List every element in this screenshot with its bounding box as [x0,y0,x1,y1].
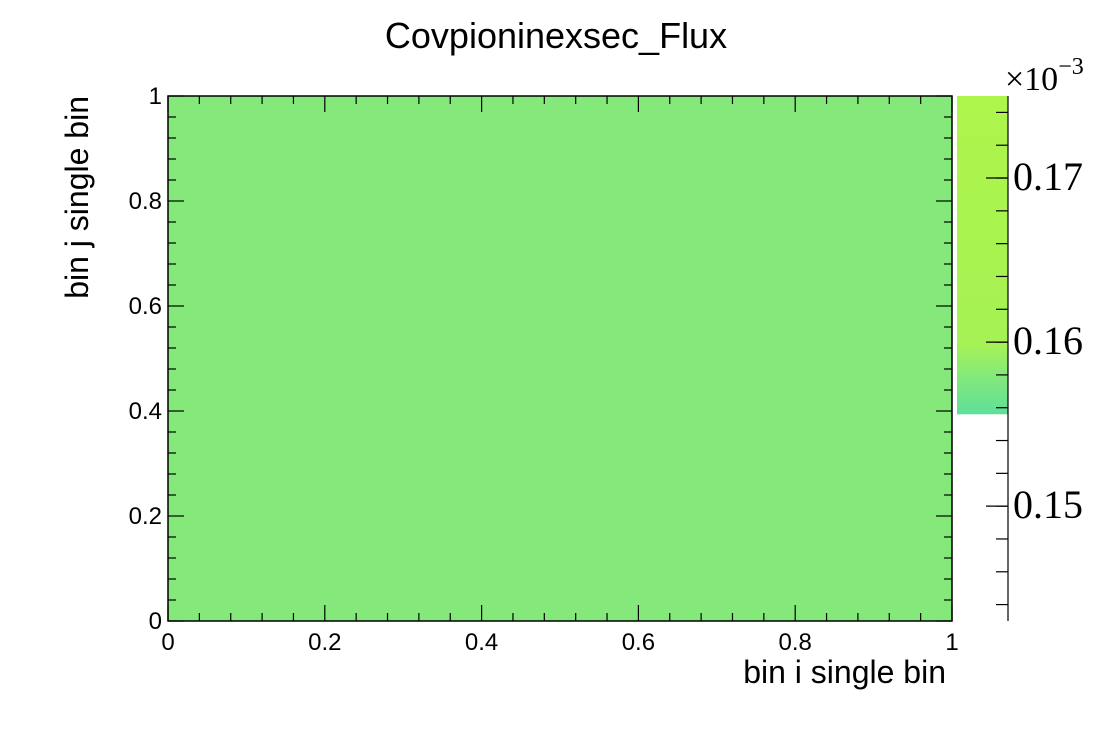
x-tick-label: 0.8 [779,629,812,656]
colorbar-tick-label: 0.17 [1013,154,1083,199]
heatmap-cells [168,96,952,621]
chart-title: Covpioninexsec_Flux [385,15,727,56]
y-tick-label: 0 [149,608,162,635]
colorbar-multiplier: ×10−3 [1005,54,1084,98]
x-tick-labels: 0 0.2 0.4 0.6 0.8 1 [161,629,958,656]
y-tick-label: 0.2 [129,503,162,530]
y-tick-label: 0.4 [129,398,162,425]
y-tick-label: 1 [149,83,162,110]
colorbar-fill [957,96,1008,415]
x-axis-label: bin i single bin [743,654,946,690]
x-tick-label: 0 [161,629,174,656]
x-axis-ticks [167,96,953,621]
y-axis-label: bin j single bin [59,96,95,299]
title-box [346,8,766,66]
colorbar-tick-label: 0.16 [1013,318,1083,363]
colorbar-tick-labels: 0.15 0.16 0.17 [1013,154,1083,527]
colorbar-tick-label: 0.15 [1013,482,1083,527]
heatmap-cell-0 [168,96,952,621]
colorbar-ticks [986,111,1008,606]
x-tick-label: 0.6 [622,629,655,656]
plot-frame [167,95,953,622]
x-tick-label: 0.4 [465,629,498,656]
y-tick-labels: 0 0.2 0.4 0.6 0.8 1 [129,83,162,635]
y-axis-ticks [168,95,952,622]
y-tick-label: 0.8 [129,188,162,215]
x-tick-label: 1 [945,629,958,656]
x-tick-label: 0.2 [308,629,341,656]
y-tick-label: 0.6 [129,293,162,320]
